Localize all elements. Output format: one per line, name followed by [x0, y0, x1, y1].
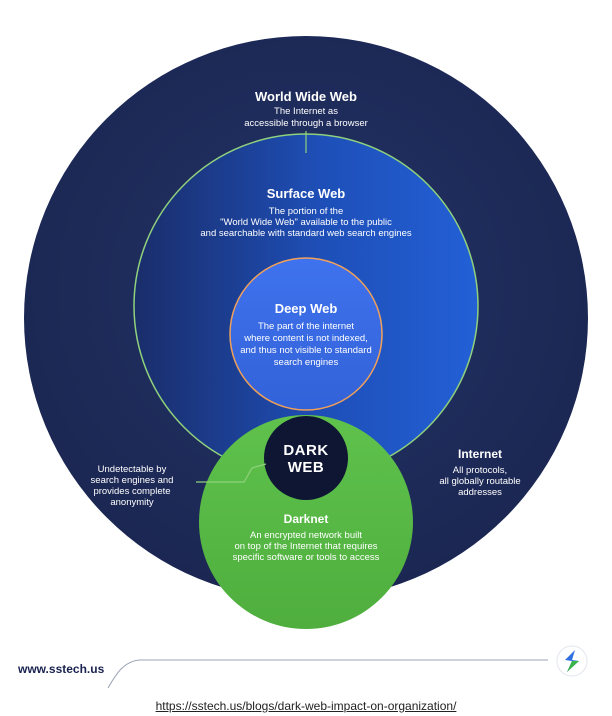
dark-web-title-2: WEB	[288, 459, 325, 476]
footer-divider	[107, 659, 548, 689]
dark-web-title-1: DARK	[283, 442, 328, 459]
deep-web-desc-1: The part of the internet	[258, 321, 354, 332]
surface-web-desc-1: The portion of the	[269, 206, 343, 217]
darknet-desc-3: specific software or tools to access	[233, 552, 380, 563]
dark-web-circle	[264, 416, 348, 500]
deep-web-desc-4: search engines	[274, 357, 339, 368]
www-desc-2: accessible through a browser	[244, 118, 368, 129]
dark-web-note-connector	[196, 463, 267, 483]
deep-web-title: Deep Web	[275, 301, 338, 316]
sstech-s-logo-icon	[556, 645, 588, 677]
www-desc-1: The Internet as	[274, 106, 338, 117]
surface-web-desc-2: "World Wide Web" available to the public	[220, 217, 392, 228]
surface-web-desc-3: and searchable with standard web search …	[200, 228, 411, 239]
internet-title: Internet	[458, 447, 502, 461]
dark-web-note-3: provides complete	[93, 486, 170, 497]
site-name: www.sstech.us	[18, 662, 105, 676]
internet-desc-2: all globally routable	[439, 476, 520, 487]
dark-web-note-4: anonymity	[110, 497, 154, 508]
deep-web-desc-3: and thus not visible to standard	[240, 345, 372, 356]
deep-web-desc-2: where content is not indexed,	[243, 333, 368, 344]
deep-web-circle	[229, 257, 383, 411]
internet-desc-3: addresses	[458, 487, 502, 498]
dark-web-note-2: search engines and	[91, 475, 174, 486]
darknet-desc-2: on top of the Internet that requires	[234, 541, 377, 552]
source-link[interactable]: https://sstech.us/blogs/dark-web-impact-…	[155, 699, 457, 713]
darknet-desc-1: An encrypted network built	[250, 530, 362, 541]
internet-desc-1: All protocols,	[453, 465, 507, 476]
surface-web-title: Surface Web	[267, 186, 346, 201]
darknet-circle	[199, 415, 413, 629]
www-title: World Wide Web	[255, 89, 357, 104]
dark-web-note-1: Undetectable by	[98, 464, 167, 475]
darknet-title: Darknet	[284, 512, 329, 526]
